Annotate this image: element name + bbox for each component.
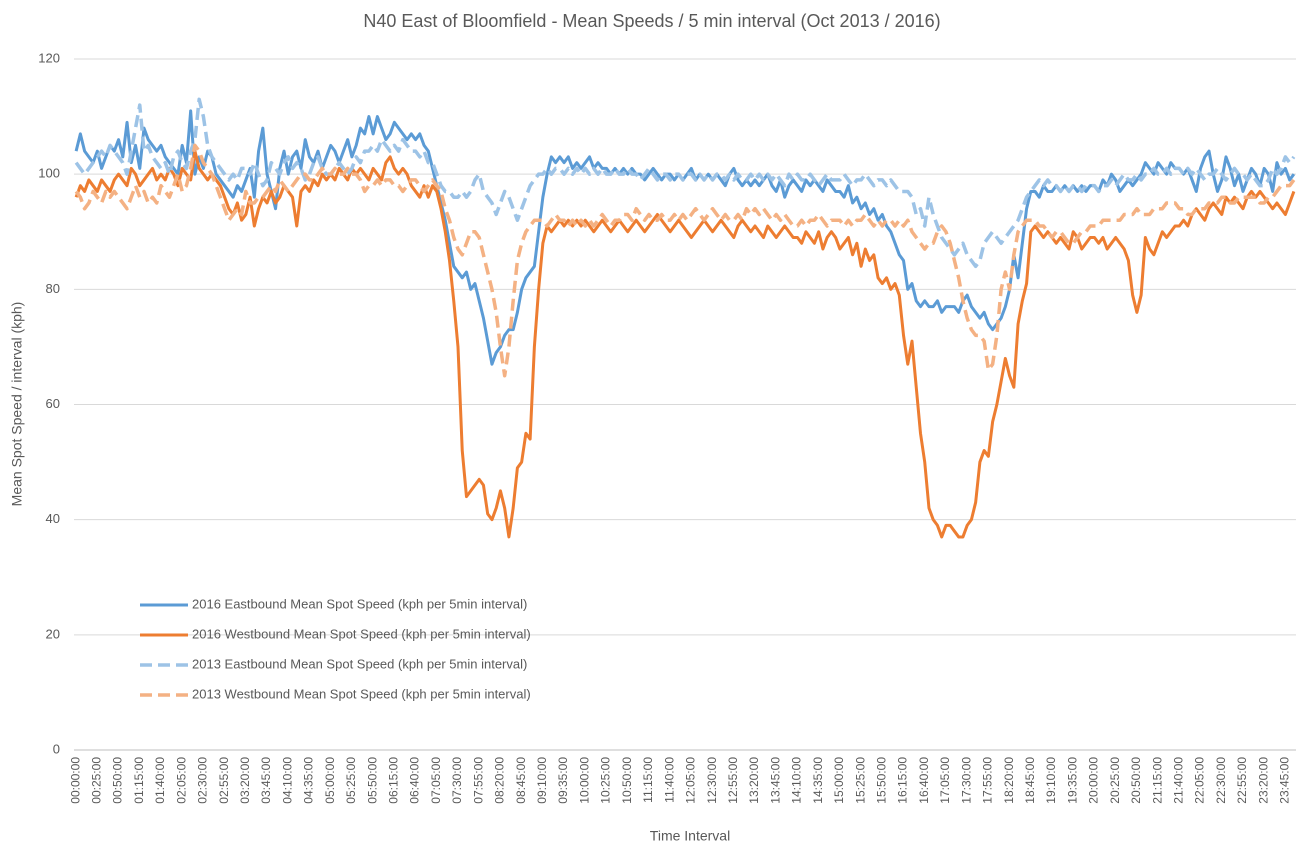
- y-tick-label: 40: [46, 511, 60, 526]
- x-tick-label: 06:40:00: [408, 757, 422, 804]
- series-line: [74, 149, 1296, 539]
- x-tick-label: 17:55:00: [981, 757, 995, 804]
- x-tick-label: 05:25:00: [344, 757, 358, 804]
- x-tick-label: 16:40:00: [917, 757, 931, 804]
- x-tick-label: 20:50:00: [1129, 757, 1143, 804]
- x-tick-label: 16:15:00: [896, 757, 910, 804]
- x-tick-label: 20:25:00: [1108, 757, 1122, 804]
- x-tick-label: 02:30:00: [196, 757, 210, 804]
- x-tick-label: 01:40:00: [153, 757, 167, 804]
- legend-label: 2016 Eastbound Mean Spot Speed (kph per …: [192, 596, 527, 611]
- x-tick-label: 10:50:00: [620, 757, 634, 804]
- series-line: [74, 143, 1296, 378]
- x-tick-label: 18:20:00: [1002, 757, 1016, 804]
- x-tick-label: 14:10:00: [790, 757, 804, 804]
- x-tick-label: 14:35:00: [811, 757, 825, 804]
- x-tick-label: 12:55:00: [726, 757, 740, 804]
- x-tick-label: 11:15:00: [641, 757, 655, 803]
- x-tick-label: 09:10:00: [535, 757, 549, 804]
- x-tick-label: 21:15:00: [1150, 757, 1164, 804]
- x-tick-label: 07:55:00: [471, 757, 485, 804]
- x-tick-label: 00:00:00: [68, 757, 82, 804]
- y-tick-label: 60: [46, 396, 60, 411]
- x-tick-label: 03:45:00: [259, 757, 273, 804]
- x-tick-label: 03:20:00: [238, 757, 252, 804]
- x-tick-label: 19:35:00: [1065, 757, 1079, 804]
- x-axis-title: Time Interval: [650, 828, 730, 844]
- x-tick-label: 07:30:00: [450, 757, 464, 804]
- x-tick-label: 21:40:00: [1171, 757, 1185, 804]
- x-tick-label: 05:00:00: [323, 757, 337, 804]
- legend-label: 2013 Eastbound Mean Spot Speed (kph per …: [192, 656, 527, 671]
- x-tick-label: 04:35:00: [302, 757, 316, 804]
- y-axis-title: Mean Spot Speed / interval (kph): [9, 302, 25, 507]
- x-tick-label: 00:25:00: [90, 757, 104, 804]
- x-tick-label: 02:55:00: [217, 757, 231, 804]
- legend-label: 2016 Westbound Mean Spot Speed (kph per …: [192, 626, 531, 641]
- x-tick-label: 22:55:00: [1235, 757, 1249, 804]
- x-tick-label: 19:10:00: [1044, 757, 1058, 804]
- x-tick-label: 10:00:00: [577, 757, 591, 804]
- x-tick-label: 10:25:00: [599, 757, 613, 804]
- x-tick-label: 23:45:00: [1278, 757, 1292, 804]
- x-tick-label: 12:05:00: [684, 757, 698, 804]
- x-tick-label: 07:05:00: [429, 757, 443, 804]
- chart-title: N40 East of Bloomfield - Mean Speeds / 5…: [363, 11, 940, 31]
- x-tick-label: 08:20:00: [493, 757, 507, 804]
- x-tick-label: 09:35:00: [556, 757, 570, 804]
- x-tick-label: 06:15:00: [387, 757, 401, 804]
- x-tick-label: 22:05:00: [1193, 757, 1207, 804]
- x-tick-label: 23:20:00: [1256, 757, 1270, 804]
- x-tick-label: 08:45:00: [514, 757, 528, 804]
- x-tick-label: 04:10:00: [280, 757, 294, 804]
- x-tick-label: 17:30:00: [959, 757, 973, 804]
- x-tick-label: 05:50:00: [365, 757, 379, 804]
- x-tick-label: 17:05:00: [938, 757, 952, 804]
- x-tick-label: 01:15:00: [132, 757, 146, 804]
- y-tick-label: 20: [46, 626, 60, 641]
- y-tick-label: 100: [38, 166, 60, 181]
- x-tick-label: 22:30:00: [1214, 757, 1228, 804]
- x-tick-label: 15:00:00: [832, 757, 846, 804]
- x-tick-label: 18:45:00: [1023, 757, 1037, 804]
- y-tick-label: 0: [53, 741, 60, 756]
- legend-label: 2013 Westbound Mean Spot Speed (kph per …: [192, 686, 531, 701]
- series-line: [74, 97, 1296, 269]
- x-tick-label: 13:20:00: [747, 757, 761, 804]
- y-tick-label: 80: [46, 281, 60, 296]
- x-tick-label: 13:45:00: [768, 757, 782, 804]
- x-tick-label: 00:50:00: [111, 757, 125, 804]
- x-tick-label: 02:05:00: [174, 757, 188, 804]
- x-tick-label: 11:40:00: [662, 757, 676, 803]
- x-tick-label: 20:00:00: [1087, 757, 1101, 804]
- y-tick-label: 120: [38, 50, 60, 65]
- x-tick-label: 15:50:00: [874, 757, 888, 804]
- x-tick-label: 15:25:00: [853, 757, 867, 804]
- x-tick-label: 12:30:00: [705, 757, 719, 804]
